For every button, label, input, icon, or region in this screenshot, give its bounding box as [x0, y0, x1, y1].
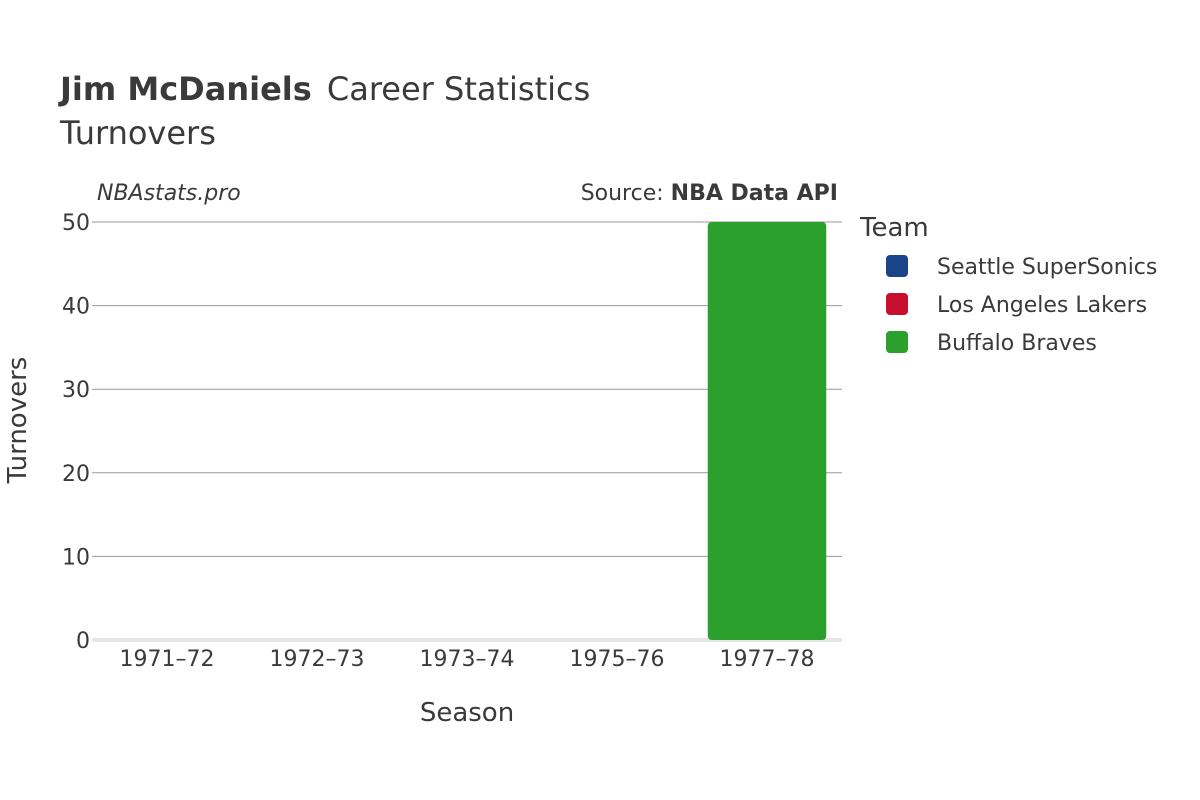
- legend-item-label: Los Angeles Lakers: [937, 293, 1147, 318]
- chart-subtitle: Turnovers: [59, 114, 216, 152]
- y-tick-label: 30: [62, 378, 90, 403]
- title-rest: Career Statistics: [327, 70, 590, 108]
- source-label: Source: NBA Data API: [581, 181, 838, 206]
- player-name: Jim McDaniels: [58, 70, 312, 108]
- x-tick-label: 1971–72: [120, 647, 215, 672]
- x-tick-label: 1977–78: [720, 647, 815, 672]
- chart-title: Jim McDaniels Career Statistics: [58, 70, 590, 108]
- source-prefix: Source:: [581, 181, 671, 206]
- y-tick-label: 20: [62, 462, 90, 487]
- source-name: NBA Data API: [671, 181, 838, 206]
- y-tick-label: 10: [62, 545, 90, 570]
- legend: Seattle SuperSonics Los Angeles Lakers Buf…: [886, 255, 1157, 356]
- legend-item-label: Seattle SuperSonics: [937, 255, 1157, 280]
- legend-swatch: [886, 331, 908, 353]
- legend-swatch: [886, 293, 908, 315]
- x-tick-labels: 1971–72 1972–73 1973–74 1975–76 1977–78: [120, 647, 815, 672]
- x-tick-label: 1972–73: [270, 647, 365, 672]
- x-tick-label: 1973–74: [420, 647, 515, 672]
- bars: [707, 222, 827, 640]
- legend-item-label: Buffalo Braves: [937, 331, 1097, 356]
- y-axis-label: Turnovers: [3, 357, 33, 485]
- legend-swatch: [886, 255, 908, 277]
- y-tick-labels: 0 10 20 30 40 50: [62, 211, 90, 654]
- y-tick-label: 40: [62, 295, 90, 320]
- legend-title: Team: [859, 213, 929, 243]
- bar: [707, 222, 827, 640]
- x-axis-label: Season: [420, 698, 514, 728]
- y-tick-label: 50: [62, 211, 90, 236]
- y-tick-label: 0: [76, 629, 90, 654]
- x-tick-label: 1975–76: [570, 647, 665, 672]
- brand-label: NBAstats.pro: [97, 181, 241, 206]
